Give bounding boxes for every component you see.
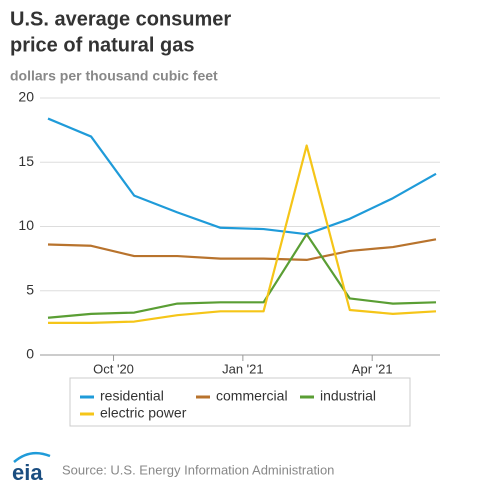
legend-label: commercial — [216, 388, 288, 404]
series-line — [47, 238, 437, 262]
y-tick-label: 20 — [18, 89, 34, 105]
chart-subtitle: dollars per thousand cubic feet — [10, 68, 218, 84]
chart-title: U.S. average consumer — [10, 8, 231, 30]
series-line — [47, 233, 437, 319]
legend-label: residential — [100, 388, 164, 404]
y-tick-label: 0 — [26, 346, 34, 362]
y-tick-label: 5 — [26, 281, 34, 297]
chart-title: price of natural gas — [10, 34, 195, 56]
y-tick-label: 10 — [18, 217, 34, 233]
source: Source: U.S. Energy Information Administ… — [62, 462, 334, 477]
y-tick-label: 15 — [18, 153, 34, 169]
series-line — [48, 144, 437, 324]
legend-label: industrial — [320, 388, 376, 404]
x-tick-label: Apr '21 — [352, 361, 393, 376]
legend-label: electric power — [100, 405, 187, 421]
svg-text:eia: eia — [12, 460, 43, 485]
eia-logo: eia — [12, 451, 51, 485]
x-tick-label: Oct '20 — [93, 361, 134, 376]
x-tick-label: Jan '21 — [222, 361, 264, 376]
legend-box — [69, 377, 411, 427]
series-line — [47, 117, 437, 236]
